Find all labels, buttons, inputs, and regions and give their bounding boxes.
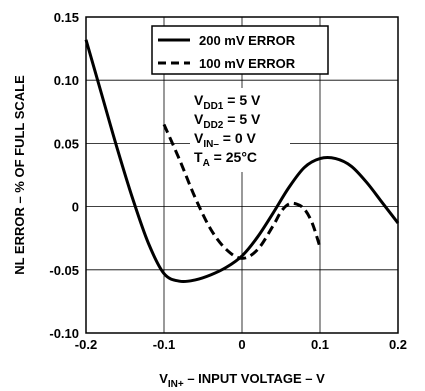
y-tick-label: 0.10 [54, 73, 79, 88]
legend: 200 mV ERROR 100 mV ERROR [151, 25, 329, 75]
y-tick-label: 0.15 [54, 10, 79, 25]
y-tick-label: -0.10 [49, 326, 79, 341]
x-tick-label: -0.1 [153, 337, 175, 352]
x-tick-labels: -0.2 -0.1 0 0.1 0.2 [75, 337, 407, 352]
y-axis-title: NL ERROR – % OF FULL SCALE [12, 75, 27, 275]
legend-label: 100 mV ERROR [199, 56, 296, 71]
x-tick-label: 0.1 [311, 337, 329, 352]
series-line-200mv [84, 39, 400, 284]
y-tick-label: -0.05 [49, 263, 79, 278]
annotation-line: VIN– = 0 V [194, 130, 257, 150]
x-tick-label: 0 [238, 337, 245, 352]
y-tick-label: 0.05 [54, 136, 79, 151]
annotation-background [190, 88, 290, 172]
x-tick-label: 0.2 [389, 337, 407, 352]
plot-frame [85, 16, 399, 334]
annotation-line: TA = 25°C [194, 149, 257, 169]
legend-box [151, 25, 329, 75]
x-tick-label: -0.2 [75, 337, 97, 352]
y-tick-label: 0 [72, 200, 79, 215]
y-tick-labels: 0.15 0.10 0.05 0 -0.05 -0.10 [49, 10, 79, 341]
annotation-line: VDD2 = 5 V [194, 111, 261, 131]
x-axis-title: VIN+ – INPUT VOLTAGE – V [159, 371, 325, 390]
annotation-line: VDD1 = 5 V [194, 92, 261, 112]
series-lines [84, 39, 400, 284]
legend-label: 200 mV ERROR [199, 33, 296, 48]
